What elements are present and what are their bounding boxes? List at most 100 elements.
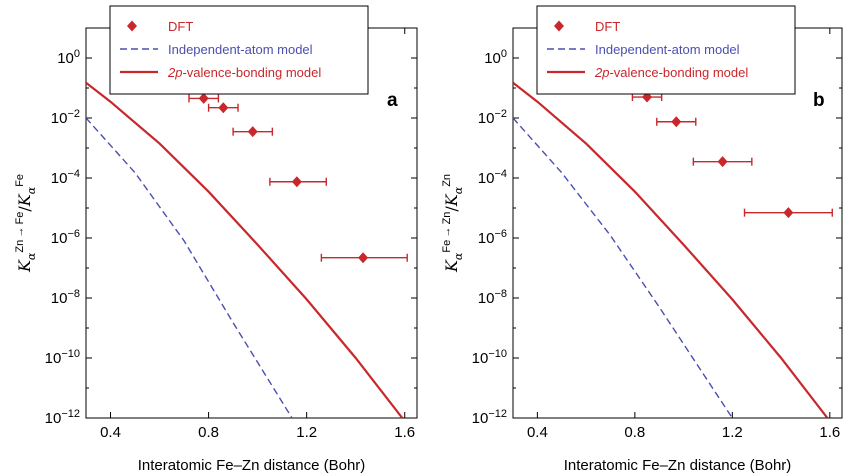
dft-point xyxy=(218,102,229,114)
legend-label-rest: -valence-bonding model xyxy=(182,65,321,80)
y-tick-exponent: −10 xyxy=(61,348,80,360)
x-tick-label: 1.2 xyxy=(296,424,317,441)
x-tick-label: 0.4 xyxy=(527,424,548,441)
y-tick-exponent: −4 xyxy=(67,168,80,180)
x-tick-label: 1.6 xyxy=(819,424,840,441)
legend-label-italic: 2p xyxy=(167,65,182,80)
legend-label-dft: DFT xyxy=(595,19,620,34)
y-tick-exponent: −12 xyxy=(488,408,507,420)
y-axis-label-sub: α xyxy=(25,252,38,260)
y-axis-label-sup2: Zn xyxy=(441,174,453,187)
y-tick-base: 10 xyxy=(51,170,68,187)
y-tick-label: 10−2 xyxy=(478,108,507,127)
x-tick-label: 0.8 xyxy=(198,424,219,441)
panel-letter: b xyxy=(813,90,825,111)
y-tick-base: 10 xyxy=(478,110,495,127)
y-tick-exponent: −8 xyxy=(494,288,507,300)
y-tick-exponent: −2 xyxy=(494,108,507,120)
legend: DFT Independent-atom model 2p-valence-bond… xyxy=(109,5,369,95)
y-axis-label-main2: K xyxy=(15,193,34,207)
panel-b: 0.4 0.8 1.2 1.610010−210−410−610−810−1010−1… xyxy=(441,5,843,474)
y-tick-label: 10−8 xyxy=(51,288,80,307)
legend-dft-marker xyxy=(554,20,564,32)
y-tick-base: 10 xyxy=(51,290,68,307)
y-tick-label: 10−4 xyxy=(51,168,80,187)
y-tick-label: 10−4 xyxy=(478,168,507,187)
y-tick-base: 10 xyxy=(45,410,62,427)
y-tick-label: 100 xyxy=(484,48,507,67)
y-tick-base: 10 xyxy=(478,170,495,187)
y-tick-label: 10−10 xyxy=(45,348,80,367)
y-tick-exponent: −2 xyxy=(67,108,80,120)
y-tick-exponent: −10 xyxy=(488,348,507,360)
y-tick-label: 10−12 xyxy=(45,408,80,427)
x-axis-label: Interatomic Fe–Zn distance (Bohr) xyxy=(564,457,792,474)
legend-label-valence-bonding: 2p-valence-bonding model xyxy=(594,65,748,80)
dft-point xyxy=(198,92,209,104)
y-axis-label-sub2: α xyxy=(452,186,465,194)
y-tick-base: 10 xyxy=(51,110,68,127)
y-axis-label-sup2: Fe xyxy=(14,174,26,187)
legend-label-independent-atom: Independent-atom model xyxy=(168,42,313,57)
y-axis-label-sep: / xyxy=(442,206,461,212)
legend-label-valence-bonding: 2p-valence-bonding model xyxy=(167,65,321,80)
y-tick-exponent: −12 xyxy=(61,408,80,420)
y-axis-label: KαFe → Zn/KαZn xyxy=(441,174,465,273)
y-axis-label-sub: α xyxy=(452,252,465,260)
legend-label-independent-atom: Independent-atom model xyxy=(595,42,740,57)
y-tick-label: 100 xyxy=(57,48,80,67)
legend-label-italic: 2p xyxy=(594,65,609,80)
y-tick-base: 10 xyxy=(484,50,501,67)
x-tick-label: 0.4 xyxy=(100,424,121,441)
y-tick-label: 10−12 xyxy=(472,408,507,427)
x-tick-label: 1.6 xyxy=(394,424,415,441)
series-independent-atom-line xyxy=(86,117,293,418)
y-tick-exponent: −8 xyxy=(67,288,80,300)
y-tick-base: 10 xyxy=(478,290,495,307)
y-axis-label-sup: Zn → Fe xyxy=(14,212,26,253)
dft-point xyxy=(358,252,369,264)
x-axis-label: Interatomic Fe–Zn distance (Bohr) xyxy=(138,457,366,474)
y-tick-base: 10 xyxy=(51,230,68,247)
y-tick-label: 10−6 xyxy=(51,228,80,247)
legend-dft-marker xyxy=(127,20,137,32)
series-valence-bonding-line xyxy=(513,81,829,418)
y-axis-label-main: K xyxy=(15,259,34,273)
legend-label-rest: -valence-bonding model xyxy=(609,65,748,80)
y-axis-label-main2: K xyxy=(442,193,461,207)
y-axis-label-main: K xyxy=(442,259,461,273)
y-tick-label: 10−6 xyxy=(478,228,507,247)
y-axis-label-sup: Fe → Zn xyxy=(441,212,453,253)
panel-a: 0.4 0.8 1.2 1.610010−210−410−610−810−1010−1… xyxy=(14,5,418,474)
y-tick-label: 10−10 xyxy=(472,348,507,367)
y-tick-base: 10 xyxy=(478,230,495,247)
dft-point xyxy=(247,126,258,138)
series-independent-atom-line xyxy=(513,117,733,418)
y-tick-exponent: −6 xyxy=(494,228,507,240)
legend-box xyxy=(536,5,796,95)
y-tick-exponent: −4 xyxy=(494,168,507,180)
y-tick-base: 10 xyxy=(472,410,489,427)
y-axis-label-sub2: α xyxy=(25,186,38,194)
x-tick-label: 0.8 xyxy=(624,424,645,441)
legend: DFT Independent-atom model 2p-valence-bond… xyxy=(536,5,796,95)
legend-box xyxy=(109,5,369,95)
x-tick-label: 1.2 xyxy=(722,424,743,441)
series-valence-bonding-line xyxy=(86,81,404,418)
y-tick-label: 10−2 xyxy=(51,108,80,127)
y-tick-exponent: 0 xyxy=(74,48,80,60)
dft-point xyxy=(671,116,682,128)
panel-letter: a xyxy=(387,90,398,111)
dft-point xyxy=(291,176,302,188)
legend-label-dft: DFT xyxy=(168,19,193,34)
y-axis-label-sep: / xyxy=(15,206,34,212)
dft-point xyxy=(783,207,794,219)
dft-point xyxy=(717,156,728,168)
y-tick-label: 10−8 xyxy=(478,288,507,307)
y-tick-base: 10 xyxy=(45,350,62,367)
y-tick-base: 10 xyxy=(57,50,74,67)
y-tick-exponent: −6 xyxy=(67,228,80,240)
y-axis-label: KαZn → Fe/KαFe xyxy=(14,174,38,273)
y-tick-base: 10 xyxy=(472,350,489,367)
